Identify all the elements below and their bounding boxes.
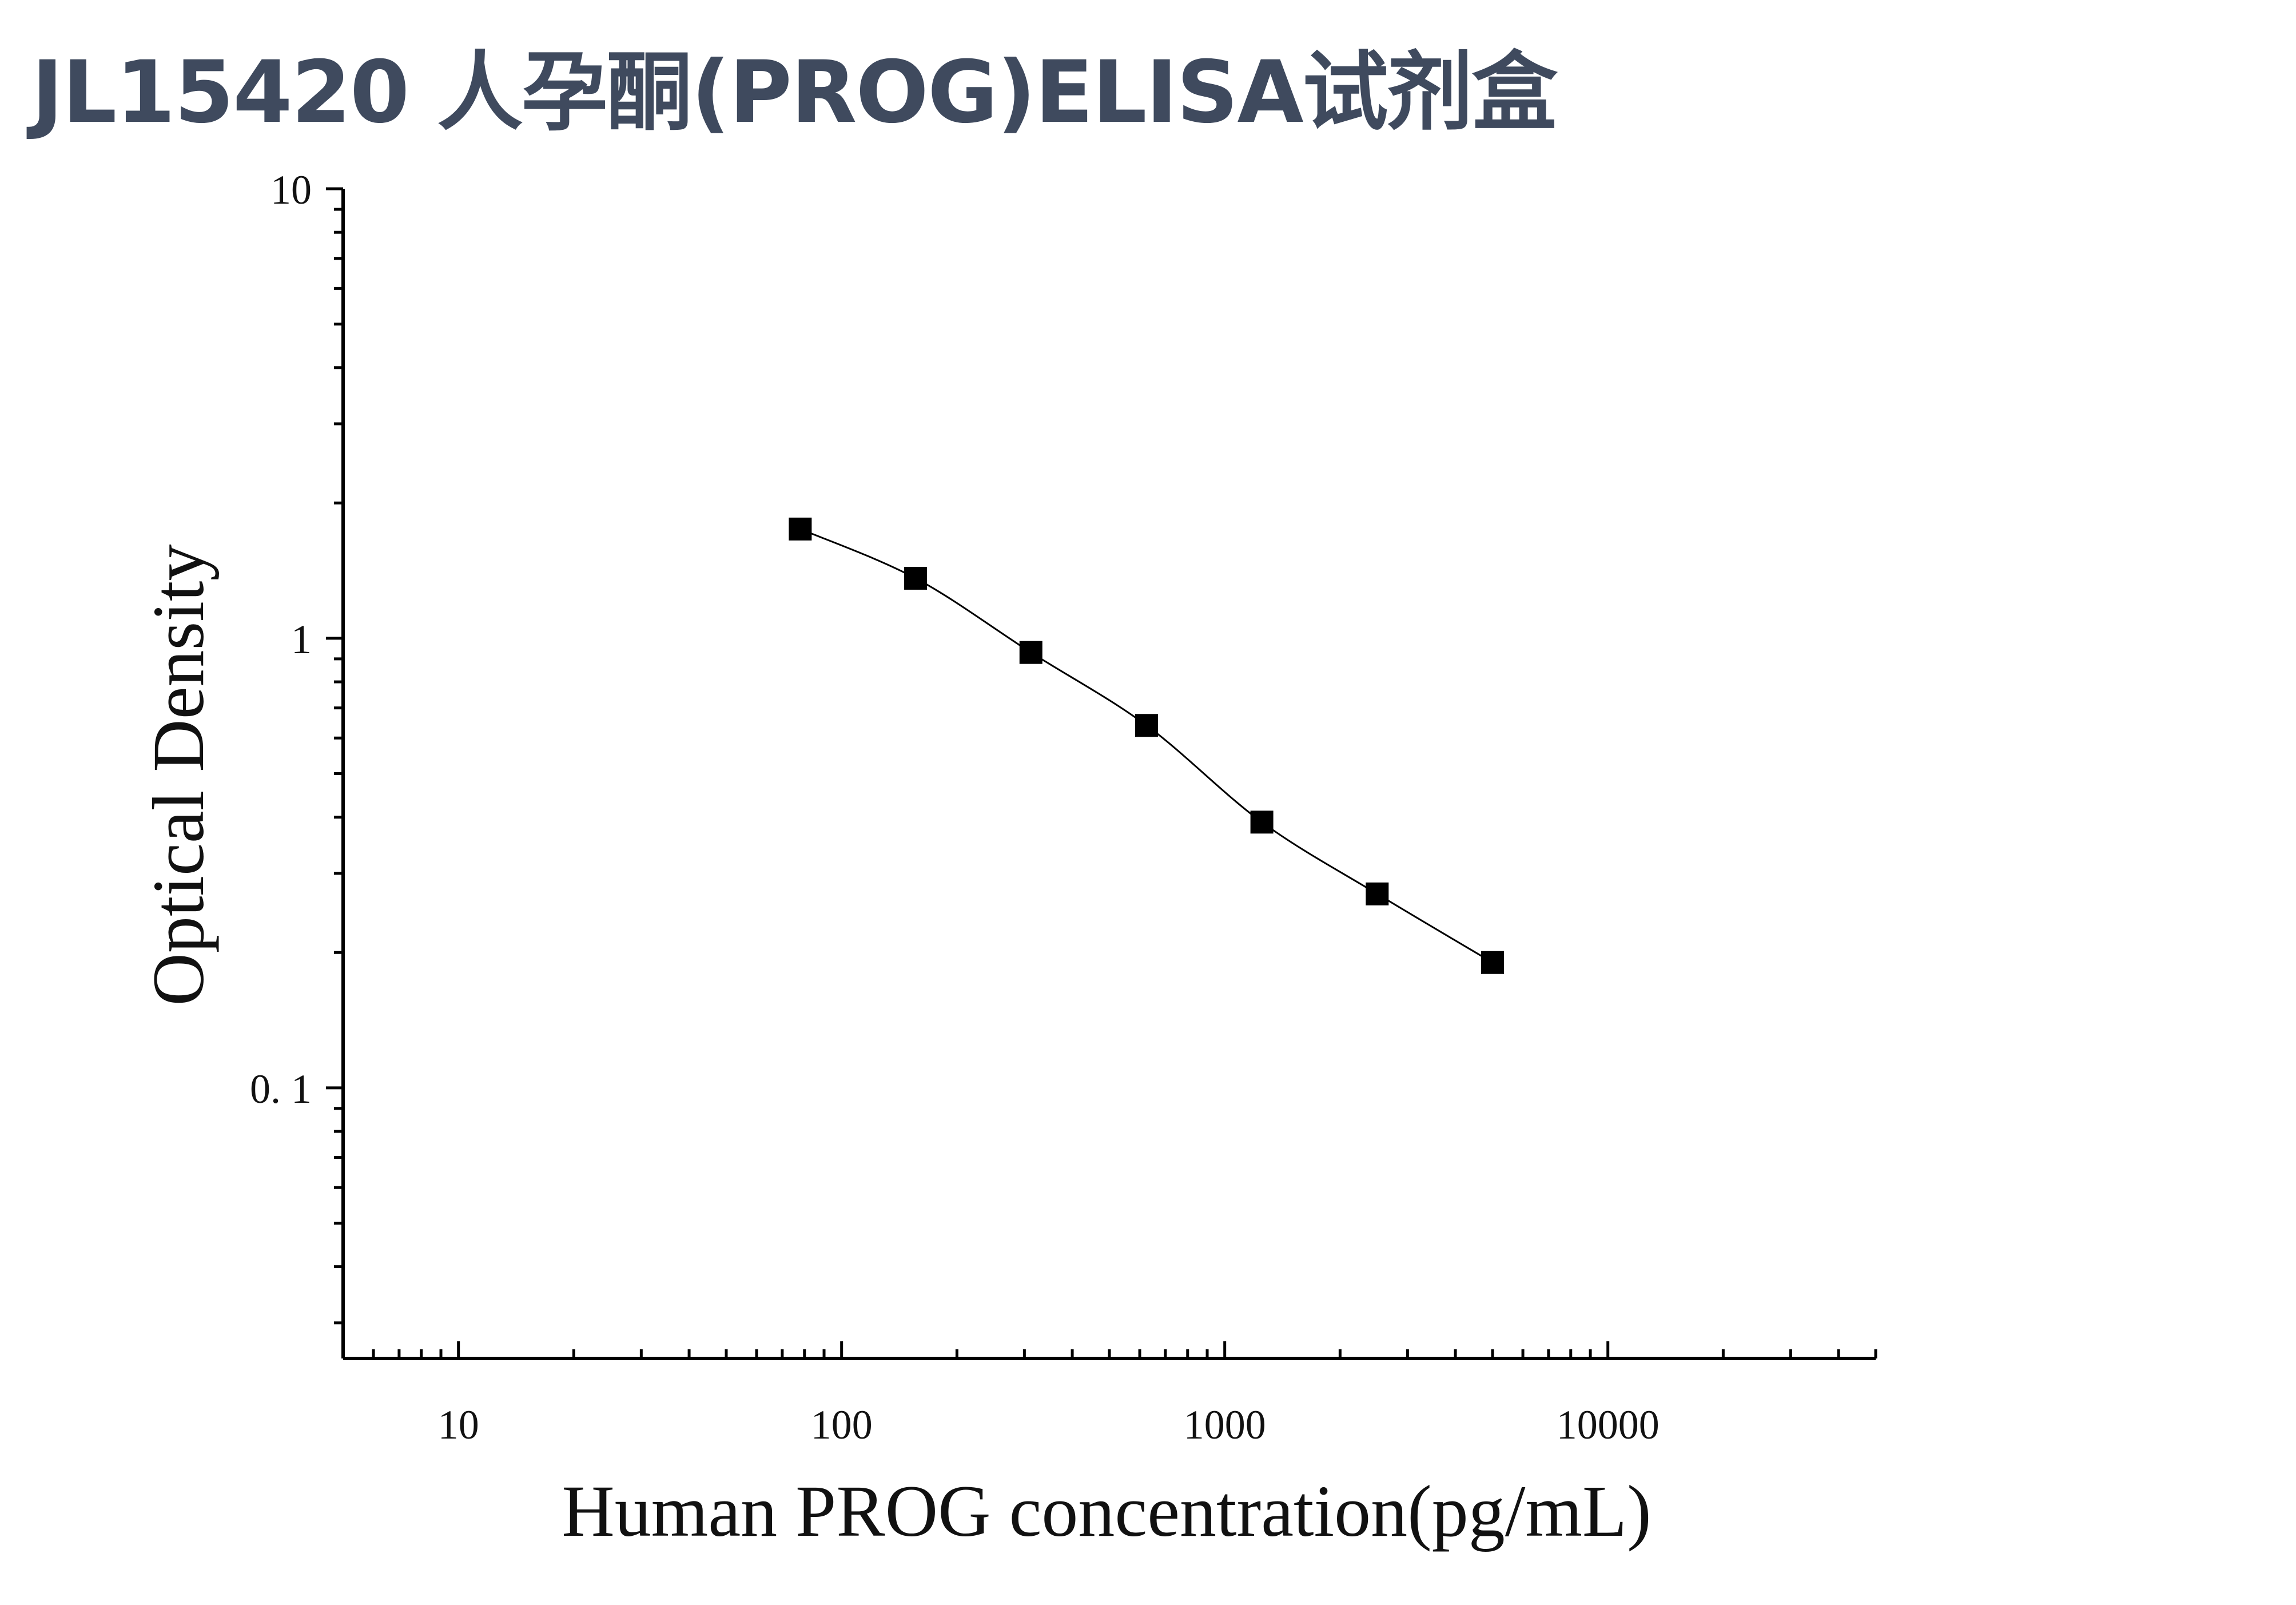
y-axis-ticks: 0. 1 1 10 [250,167,343,1325]
x-tick-label: 10 [438,1402,479,1448]
data-points [789,517,1504,974]
fit-curve [799,528,1493,964]
data-point [1250,811,1274,834]
y-tick-label: 0. 1 [250,1066,312,1112]
data-point [1135,714,1158,737]
data-point [1366,882,1389,905]
x-tick-label: 10000 [1557,1402,1660,1448]
chart-title: JL15420 人孕酮(PROG)ELISA试剂盒 [31,43,1558,142]
x-axis-ticks: 10 100 1000 10000 [341,1341,1877,1448]
data-point [904,566,928,590]
data-point [789,517,812,541]
axes [341,189,1876,1360]
x-tick-label: 1000 [1184,1402,1266,1448]
x-tick-label: 100 [811,1402,873,1448]
x-axis-label: Human PROG concentration(pg/mL) [562,1471,1651,1552]
y-axis-label: Optical Density [138,545,219,1006]
y-tick-label: 10 [270,167,312,213]
y-tick-label: 1 [291,617,312,662]
data-point [1019,641,1042,664]
data-point [1481,951,1504,974]
